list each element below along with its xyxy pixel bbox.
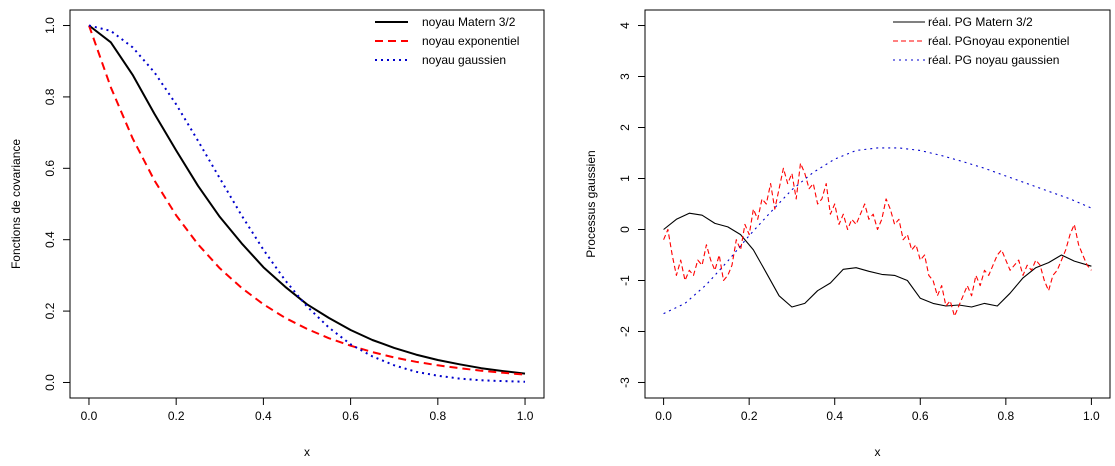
series-line-2 xyxy=(88,25,526,376)
plot-frame xyxy=(644,9,1111,399)
legend-entry-3: réal. PG noyau gaussien xyxy=(928,53,1059,67)
x-tick-label: 0.0 xyxy=(81,409,98,423)
x-tick-label: 1.0 xyxy=(1083,409,1100,423)
y-tick-label: -2 xyxy=(618,326,632,337)
x-axis-title: x xyxy=(875,445,881,459)
chart-panel-1: 0.0 0.2 0.4 0.6 0.8 1.0 0.0 0.2 0.4 0.6 0.8 1.0 x Fon… xyxy=(9,9,545,459)
series-line-3 xyxy=(88,24,526,383)
x-tick-label: 0.4 xyxy=(255,409,272,423)
x-axis-title: x xyxy=(304,445,310,459)
y-tick-label: -1 xyxy=(618,275,632,286)
y-tick-label: 1 xyxy=(618,175,632,182)
x-tick-label: 1.0 xyxy=(517,409,534,423)
y-tick-label: 0.2 xyxy=(43,302,57,319)
y-tick-label: 0.8 xyxy=(43,88,57,105)
x-tick-label: 0.4 xyxy=(826,409,843,423)
legend-entry-1: noyau Matern 3/2 xyxy=(422,15,516,29)
y-tick-label: 0.0 xyxy=(43,374,57,391)
plot-frame xyxy=(69,9,545,399)
y-axis-title: Processus gaussien xyxy=(584,150,598,257)
legend-entry-2: réal. PGnoyau exponentiel xyxy=(928,34,1069,48)
y-tick-label: 0.4 xyxy=(43,231,57,248)
x-tick-label: 0.6 xyxy=(912,409,929,423)
y-tick-label: 2 xyxy=(618,124,632,131)
legend-entry-2: noyau exponentiel xyxy=(422,34,519,48)
y-tick-label: 0 xyxy=(618,226,632,233)
x-tick-label: 0.6 xyxy=(342,409,359,423)
x-tick-label: 0.2 xyxy=(741,409,758,423)
chart-panel-2: 0.0 0.2 0.4 0.6 0.8 1.0 -3 -2 -1 0 1 2 3 4 x Processus … xyxy=(584,9,1111,459)
y-tick-label: -3 xyxy=(618,377,632,388)
series-line-2 xyxy=(663,162,1092,317)
x-tick-label: 0.2 xyxy=(168,409,185,423)
y-tick-label: 3 xyxy=(618,73,632,80)
x-tick-label: 0.8 xyxy=(997,409,1014,423)
legend-entry-3: noyau gaussien xyxy=(422,53,506,67)
series-line-1 xyxy=(88,24,526,375)
y-tick-label: 0.6 xyxy=(43,160,57,177)
x-tick-label: 0.0 xyxy=(655,409,672,423)
y-tick-label: 4 xyxy=(618,22,632,29)
y-axis-title: Fonctions de covariance xyxy=(9,139,23,269)
legend-entry-1: réal. PG Matern 3/2 xyxy=(928,15,1033,29)
x-tick-label: 0.8 xyxy=(429,409,446,423)
y-tick-label: 1.0 xyxy=(43,17,57,34)
series-line-3 xyxy=(663,147,1092,315)
series-line-1 xyxy=(663,212,1092,308)
